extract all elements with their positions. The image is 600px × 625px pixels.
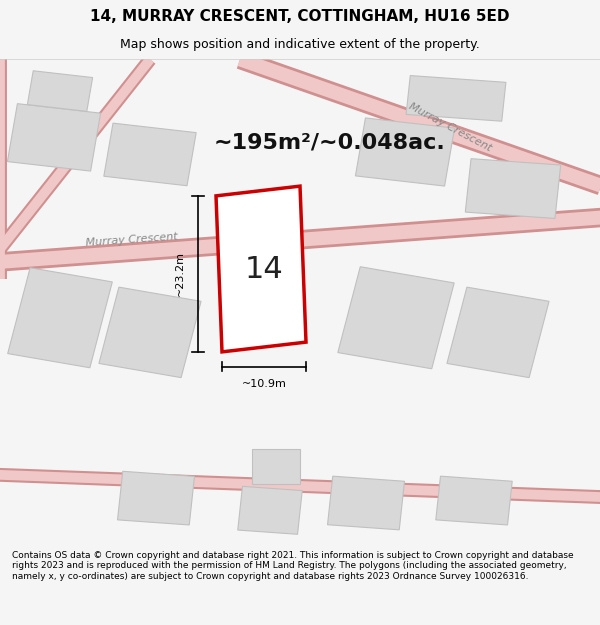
Polygon shape — [118, 471, 194, 525]
Polygon shape — [7, 104, 101, 171]
Polygon shape — [8, 268, 112, 368]
Text: Murray Crescent: Murray Crescent — [407, 101, 493, 154]
Text: ~23.2m: ~23.2m — [175, 251, 185, 296]
Polygon shape — [28, 71, 92, 111]
Polygon shape — [104, 123, 196, 186]
Polygon shape — [465, 159, 561, 219]
Polygon shape — [338, 267, 454, 369]
Text: Murray Crescent: Murray Crescent — [86, 231, 178, 248]
Text: Contains OS data © Crown copyright and database right 2021. This information is : Contains OS data © Crown copyright and d… — [12, 551, 574, 581]
Polygon shape — [252, 449, 300, 484]
Text: 14, MURRAY CRESCENT, COTTINGHAM, HU16 5ED: 14, MURRAY CRESCENT, COTTINGHAM, HU16 5E… — [90, 9, 510, 24]
Polygon shape — [436, 476, 512, 525]
Polygon shape — [447, 287, 549, 378]
Polygon shape — [216, 186, 306, 352]
Text: Map shows position and indicative extent of the property.: Map shows position and indicative extent… — [120, 38, 480, 51]
Text: ~195m²/~0.048ac.: ~195m²/~0.048ac. — [214, 132, 446, 152]
Polygon shape — [355, 118, 455, 186]
Polygon shape — [238, 486, 302, 534]
Polygon shape — [406, 76, 506, 121]
Polygon shape — [99, 287, 201, 378]
Text: 14: 14 — [245, 254, 283, 284]
Polygon shape — [328, 476, 404, 530]
Text: ~10.9m: ~10.9m — [242, 379, 286, 389]
